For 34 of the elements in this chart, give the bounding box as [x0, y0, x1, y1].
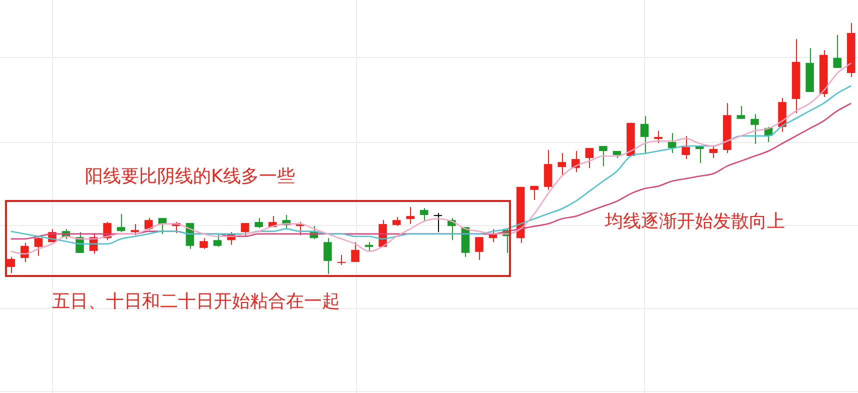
candlestick — [709, 145, 718, 159]
candlestick — [668, 132, 676, 154]
candlestick — [420, 207, 428, 222]
annotation: 阳线要比阴线的K线多一些 — [85, 166, 295, 188]
candlestick — [736, 106, 746, 120]
candlestick — [130, 224, 139, 236]
candlestick — [34, 236, 43, 256]
candlestick — [337, 254, 346, 266]
candlestick — [750, 114, 759, 144]
candlestick — [392, 216, 401, 227]
candlestick — [475, 236, 484, 260]
candlestick — [213, 234, 222, 248]
candlestick — [558, 152, 566, 177]
annotation: 均线逐渐开始发散向上 — [605, 211, 785, 233]
candlestick — [654, 130, 662, 144]
candlestick — [324, 238, 332, 274]
text: 五日、十日和二十日开始粘合在一起 — [52, 291, 340, 313]
candlestick — [351, 242, 360, 262]
candlestick — [833, 34, 842, 68]
candlestick — [640, 116, 649, 154]
candlestick — [254, 218, 263, 229]
candlestick — [200, 238, 208, 250]
candlestick — [585, 148, 594, 169]
candlestick — [116, 214, 126, 233]
candlestick — [6, 256, 16, 274]
candlestick — [406, 206, 414, 225]
candlestick — [240, 222, 250, 237]
candlestick — [144, 218, 153, 231]
candlestick — [544, 150, 552, 190]
candlestick — [20, 242, 29, 262]
candlestick — [434, 212, 442, 233]
candlestick — [530, 185, 538, 200]
candlestick — [682, 135, 690, 160]
candlestick — [599, 145, 608, 167]
